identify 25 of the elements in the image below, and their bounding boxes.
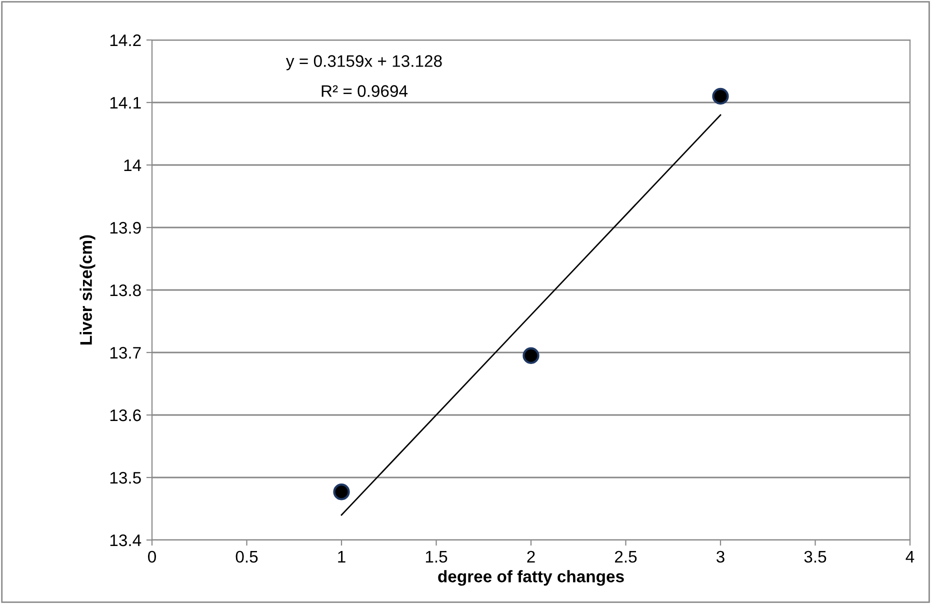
y-tick-label: 13.8 <box>110 284 141 296</box>
x-tick-label: 4 <box>906 551 914 562</box>
x-tick-label: 1.5 <box>426 551 448 563</box>
y-tick-label: 13.4 <box>110 534 142 546</box>
point <box>333 484 350 500</box>
y-tick-label: 13.9 <box>110 222 141 234</box>
y-tick-label: 14.2 <box>110 34 141 46</box>
x-tick-label: 3 <box>716 550 724 563</box>
y-axis-title: Liver size(cm) <box>80 235 96 344</box>
x-tick-label: 1 <box>338 551 346 562</box>
annotation: R² = 0.9694 <box>322 85 408 97</box>
y-tick-label: 14 <box>124 160 142 172</box>
x-tick-label: 0 <box>148 550 156 563</box>
annotation: y = 0.3159x + 13.128 <box>286 55 442 70</box>
x-tick-label: 2.5 <box>615 550 637 563</box>
point <box>712 88 729 105</box>
x-axis-title: degree of fatty changes <box>438 570 624 586</box>
y-tick-label: 14.1 <box>110 97 141 109</box>
y-tick-label: 13.7 <box>110 346 141 359</box>
y-tick-label: 13.6 <box>110 409 141 422</box>
point <box>522 347 540 364</box>
x-tick-label: 0.5 <box>236 550 258 563</box>
y-tick-label: 13.5 <box>110 472 141 484</box>
x-tick-label: 2 <box>527 550 535 562</box>
x-tick-label: 3.5 <box>804 550 826 563</box>
